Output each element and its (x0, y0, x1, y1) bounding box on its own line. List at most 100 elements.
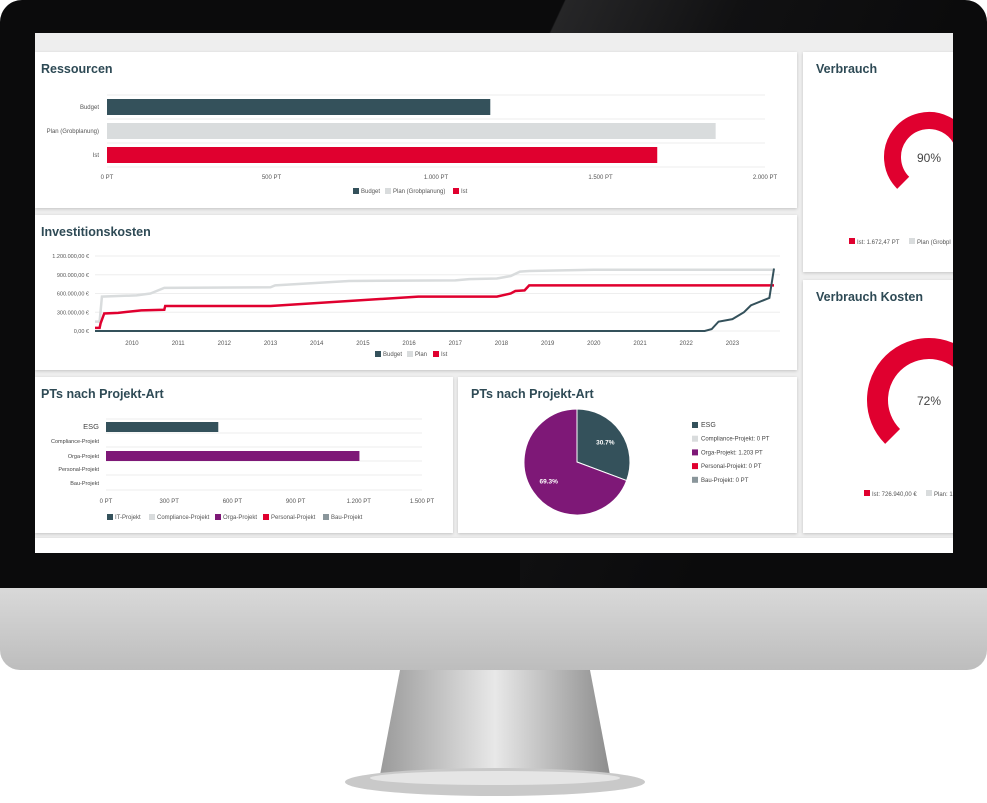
legend-label: Ist (461, 189, 468, 195)
legend-swatch (385, 188, 391, 194)
bar-esg (106, 422, 219, 432)
legend-swatch (107, 514, 113, 520)
line-ist (95, 284, 774, 330)
legend-label: Budget (361, 189, 380, 195)
legend-label: IT-Projekt (115, 515, 141, 521)
gauge-arc (884, 112, 953, 189)
category-label: Plan (Grobplanung) (47, 129, 99, 135)
verbrauch-kosten-legend-ist: Ist: 726.940,00 € (872, 492, 917, 498)
x-tick-label: 2015 (356, 341, 370, 347)
legend-label: Plan (415, 352, 427, 358)
legend-swatch (692, 422, 698, 428)
x-tick-label: 2013 (264, 341, 278, 347)
card-title: Ressourcen (41, 62, 113, 76)
card-title: PTs nach Projekt-Art (41, 387, 164, 401)
y-tick-label: 0,00 € (74, 329, 89, 335)
x-tick-label: 2019 (541, 341, 555, 347)
line-budget (95, 268, 775, 332)
legend-label: Personal-Projekt (271, 515, 316, 521)
legend-label: Budget (383, 352, 402, 358)
x-tick-label: 0 PT (101, 175, 114, 181)
legend-label: Bau-Projekt (331, 515, 363, 521)
category-label: Compliance-Projekt (51, 439, 99, 445)
legend-swatch (353, 188, 359, 194)
y-tick-label: 900.000,00 € (57, 273, 89, 279)
verbrauch-legend-plan: Plan (Grobpl (917, 240, 951, 246)
line-plan (95, 268, 774, 323)
category-label: Budget (80, 105, 99, 111)
legend-label: ESG (701, 422, 716, 429)
legend-swatch (692, 435, 698, 442)
legend-swatch-plan (909, 238, 915, 244)
legend-label: Personal-Projekt: 0 PT (701, 464, 762, 470)
x-tick-label: 2014 (310, 341, 324, 347)
verbrauch-kosten-value: 72% (917, 394, 941, 408)
investitionskosten-card: Investitionskosten (35, 215, 797, 370)
legend-swatch-plan (926, 490, 932, 496)
x-tick-label: 2016 (402, 341, 416, 347)
x-tick-label: 300 PT (160, 499, 180, 505)
legend-swatch (323, 514, 329, 520)
verbrauch-kosten-legend-plan: Plan: 1 (934, 492, 953, 498)
legend-swatch (149, 514, 155, 520)
pie-data-label: 30.7% (596, 439, 615, 446)
monitor-chin (0, 588, 987, 670)
x-tick-label: 2.000 PT (753, 175, 778, 181)
monitor-stand (345, 670, 645, 796)
x-tick-label: 2011 (172, 341, 186, 347)
x-tick-label: 2010 (125, 341, 139, 347)
legend-swatch (263, 514, 269, 520)
x-tick-label: 500 PT (262, 175, 282, 181)
bar-budget (107, 99, 491, 115)
bottom-card (35, 538, 953, 553)
legend-label: Compliance-Projekt (157, 515, 210, 521)
legend-swatch (692, 463, 698, 470)
pie-data-label: 69.3% (539, 479, 558, 486)
card-title: PTs nach Projekt-Art (471, 387, 594, 401)
x-tick-label: 1.000 PT (424, 175, 449, 181)
category-label: Personal-Projekt (58, 467, 99, 473)
x-tick-label: 2022 (680, 341, 694, 347)
legend-swatch (692, 476, 698, 483)
verbrauch-legend-ist: Ist: 1.672,47 PT (857, 240, 900, 246)
card-title: Verbrauch (816, 62, 878, 76)
category-label: ESG (83, 422, 99, 431)
card-title: Investitionskosten (41, 225, 151, 239)
legend-swatch (433, 351, 439, 357)
category-label: Bau-Projekt (70, 481, 99, 487)
legend-swatch (407, 351, 413, 357)
pie-slice-esg (576, 408, 631, 482)
legend-label: Plan (Grobplanung) (393, 189, 445, 195)
legend-swatch (375, 351, 381, 357)
category-label: Ist (93, 153, 100, 159)
gauge-arc (867, 338, 953, 444)
bar-orga-projekt (106, 451, 360, 461)
x-tick-label: 0 PT (100, 499, 113, 505)
x-tick-label: 1.200 PT (347, 499, 372, 505)
card-title: Verbrauch Kosten (816, 290, 923, 304)
y-tick-label: 600.000,00 € (57, 292, 89, 298)
x-tick-label: 600 PT (223, 499, 243, 505)
bar-ist (107, 147, 658, 163)
y-tick-label: 300.000,00 € (57, 310, 89, 316)
x-tick-label: 2012 (218, 341, 232, 347)
legend-label: Compliance-Projekt: 0 PT (701, 437, 770, 443)
legend-swatch-ist (849, 238, 855, 244)
x-tick-label: 900 PT (286, 499, 306, 505)
x-tick-label: 1.500 PT (588, 175, 613, 181)
verbrauch-card: Verbrauch (803, 52, 953, 272)
pts-bar-card: PTs nach Projekt-Art (35, 377, 453, 533)
bar-plan-grobplanung- (107, 123, 716, 139)
x-tick-label: 2017 (449, 341, 463, 347)
x-tick-label: 2018 (495, 341, 509, 347)
legend-swatch (215, 514, 221, 520)
x-tick-label: 2023 (726, 341, 740, 347)
legend-label: Bau-Projekt: 0 PT (701, 478, 749, 484)
legend-swatch (692, 449, 698, 456)
legend-swatch-ist (864, 490, 870, 496)
legend-label: Orga-Projekt (223, 515, 257, 521)
legend-label: Ist (441, 352, 448, 358)
x-tick-label: 2021 (633, 341, 647, 347)
category-label: Orga-Projekt (68, 454, 100, 460)
